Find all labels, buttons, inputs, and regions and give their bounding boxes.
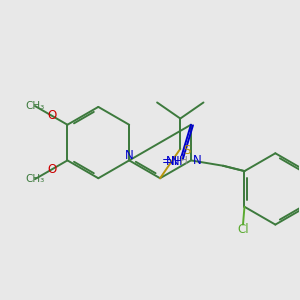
Text: H: H [180, 156, 188, 166]
Text: N: N [125, 148, 134, 162]
Text: N: N [193, 154, 202, 167]
Text: S: S [183, 144, 190, 157]
Text: CH₃: CH₃ [26, 174, 45, 184]
Text: =N: =N [162, 155, 181, 168]
Text: CH₃: CH₃ [26, 101, 45, 111]
Text: NH: NH [166, 155, 184, 168]
Text: O: O [47, 163, 57, 176]
Text: O: O [47, 109, 57, 122]
Text: Cl: Cl [237, 224, 249, 236]
